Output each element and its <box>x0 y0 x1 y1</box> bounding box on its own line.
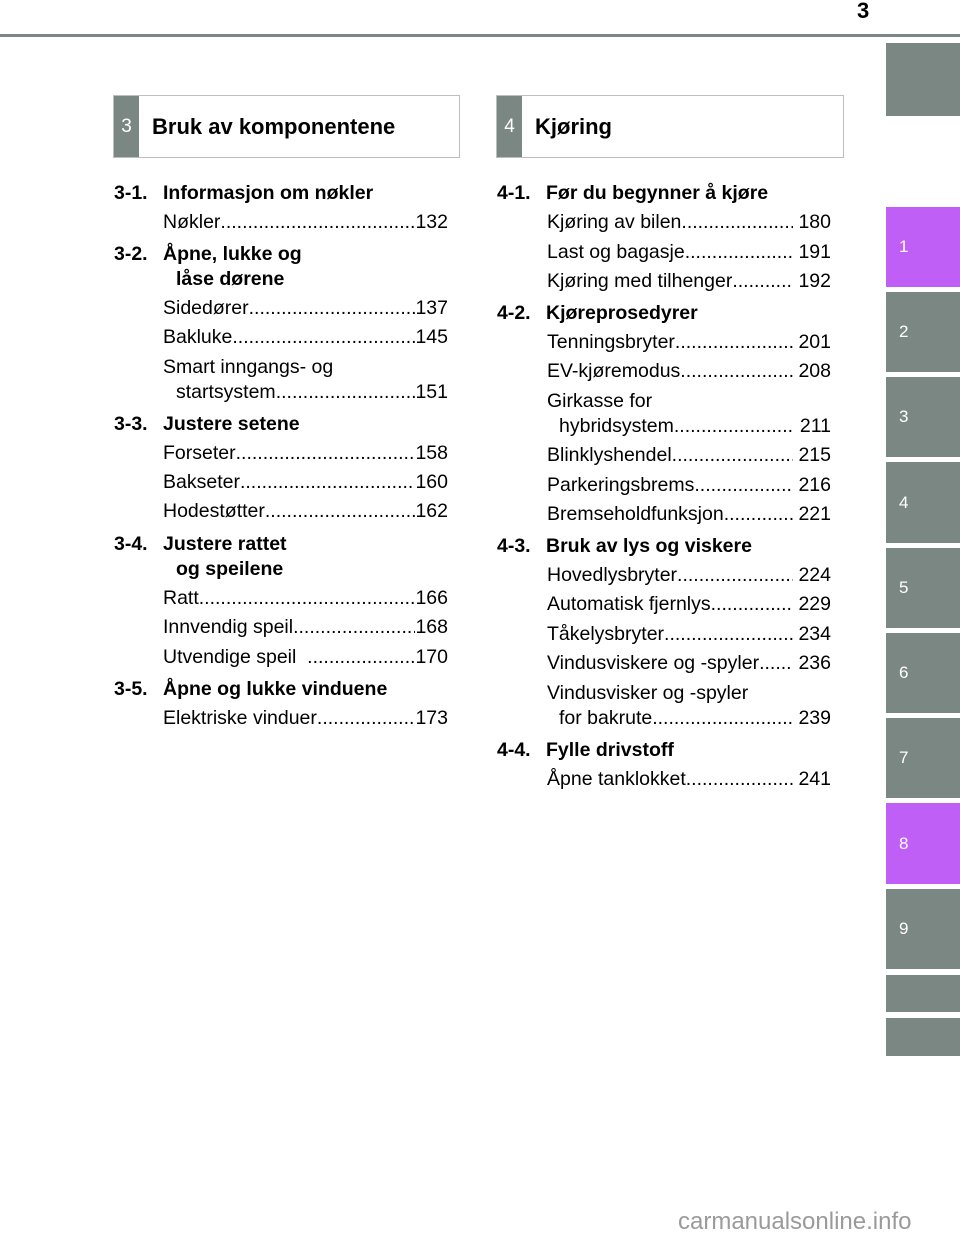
toc-entry[interactable]: Nøkler 132 <box>163 210 448 234</box>
toc-entry[interactable]: Last og bagasje 191 <box>547 240 831 264</box>
section-heading[interactable]: 3-5. Åpne og lukke vinduene <box>114 678 388 700</box>
section-heading[interactable]: 3-1. Informasjon om nøkler <box>114 182 374 204</box>
section-heading-cont: og speilene <box>176 558 284 580</box>
side-tab-blank[interactable] <box>886 43 960 116</box>
toc-entry[interactable]: Kjøring av bilen 180 <box>547 210 831 234</box>
chapter-header-4: 4 Kjøring <box>496 95 844 158</box>
section-heading[interactable]: 3-3. Justere setene <box>114 413 300 435</box>
section-heading[interactable]: 4-2. Kjøreprosedyrer <box>497 302 698 324</box>
chapter-number: 3 <box>114 96 139 157</box>
toc-entry[interactable]: Forseter 158 <box>163 441 448 465</box>
chapter-title: Kjøring <box>535 113 612 139</box>
side-tab-8[interactable]: 8 <box>886 803 960 884</box>
side-tab-4[interactable]: 4 <box>886 462 960 543</box>
section-heading[interactable]: 3-4. Justere rattet <box>114 533 287 555</box>
toc-entry[interactable]: Bremseholdfunksjon 221 <box>547 502 831 526</box>
section-heading[interactable]: 4-1. Før du begynner å kjøre <box>497 182 769 204</box>
section-heading[interactable]: 4-4. Fylle drivstoff <box>497 739 674 761</box>
toc-entry[interactable]: Sidedører 137 <box>163 296 448 320</box>
section-heading-cont: låse dørene <box>176 268 285 290</box>
watermark: carmanualsonline.info <box>678 1208 912 1235</box>
side-tab-blank[interactable] <box>886 1018 960 1056</box>
toc-entry[interactable]: Ratt 166 <box>163 586 448 610</box>
side-tab-blank[interactable] <box>886 975 960 1012</box>
chapter-header-3: 3 Bruk av komponentene <box>113 95 460 158</box>
side-tab-2[interactable]: 2 <box>886 292 960 372</box>
toc-entry[interactable]: Bakseter160 <box>163 470 448 494</box>
toc-entry[interactable]: Hovedlysbryter 224 <box>547 563 831 587</box>
toc-entry[interactable]: hybridsystem 211 <box>559 414 831 438</box>
header-rule <box>0 34 960 37</box>
toc-entry[interactable]: Elektriske vinduer 173 <box>163 706 448 730</box>
side-tab-5[interactable]: 5 <box>886 548 960 628</box>
toc-entry[interactable]: Innvendig speil 168 <box>163 615 448 639</box>
section-heading[interactable]: 3-2. Åpne, lukke og <box>114 243 302 265</box>
side-tab-3[interactable]: 3 <box>886 377 960 457</box>
toc-entry[interactable]: Tenningsbryter 201 <box>547 330 831 354</box>
toc-entry[interactable]: Automatisk fjernlys 229 <box>547 592 831 616</box>
toc-entry[interactable]: Parkeringsbrems 216 <box>547 473 831 497</box>
toc-entry[interactable]: Bakluke 145 <box>163 325 448 349</box>
toc-entry-line1[interactable]: Smart inngangs- og <box>163 356 334 378</box>
toc-entry[interactable]: Utvendige speil 170 <box>163 645 448 669</box>
toc-entry[interactable]: Hodestøtter 162 <box>163 499 448 523</box>
toc-entry-line1[interactable]: Girkasse for <box>547 390 653 412</box>
chapter-title: Bruk av komponentene <box>152 113 396 139</box>
side-tab-6[interactable]: 6 <box>886 633 960 713</box>
toc-entry[interactable]: startsystem 151 <box>176 380 448 404</box>
chapter-number: 4 <box>497 96 522 157</box>
toc-entry[interactable]: Blinklyshendel 215 <box>547 443 831 467</box>
section-heading[interactable]: 4-3. Bruk av lys og viskere <box>497 535 752 557</box>
toc-entry[interactable]: EV-kjøremodus 208 <box>547 359 831 383</box>
toc-entry-line1[interactable]: Vindusvisker og -spyler <box>547 682 749 704</box>
side-tab-1[interactable]: 1 <box>886 207 960 287</box>
toc-entry[interactable]: Kjøring med tilhenger 192 <box>547 269 831 293</box>
side-tab-9[interactable]: 9 <box>886 889 960 969</box>
toc-entry[interactable]: Vindusviskere og -spyler 236 <box>547 651 831 675</box>
side-tab-7[interactable]: 7 <box>886 718 960 798</box>
toc-entry[interactable]: Åpne tanklokket 241 <box>547 767 831 791</box>
page-number: 3 <box>857 0 870 23</box>
toc-entry[interactable]: for bakrute 239 <box>559 706 831 730</box>
toc-entry[interactable]: Tåkelysbryter 234 <box>547 622 831 646</box>
